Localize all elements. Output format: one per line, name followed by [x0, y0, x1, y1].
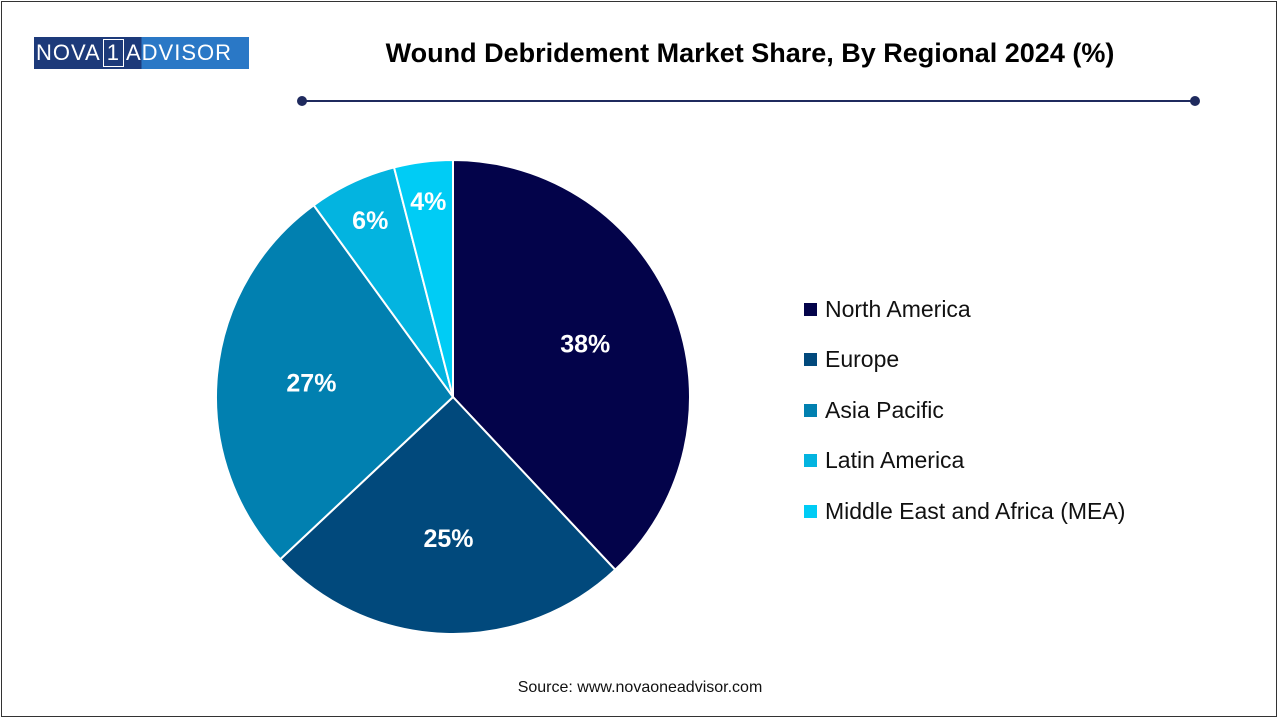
legend-swatch — [804, 302, 817, 316]
logo: NOVA 1 ADVISOR — [34, 37, 249, 69]
legend-item: Europe — [804, 335, 1125, 386]
divider-dot — [1190, 96, 1200, 106]
title-divider — [302, 100, 1196, 102]
legend-label: Middle East and Africa (MEA) — [825, 497, 1126, 524]
legend-label: Latin America — [825, 447, 965, 474]
legend-item: Middle East and Africa (MEA) — [804, 486, 1125, 537]
legend-swatch — [804, 403, 817, 417]
legend: North America Europe Asia Pacific Latin Ame… — [804, 284, 1125, 537]
pie-slice-europe — [278, 395, 617, 635]
logo-text: 1 — [102, 39, 124, 67]
divider-dot — [297, 96, 307, 106]
data-label: 27% — [286, 370, 336, 398]
logo-text: NOVA — [36, 40, 101, 65]
legend-swatch — [804, 353, 817, 367]
pie-slice-middle-east-and-africa-mea — [392, 158, 454, 398]
data-label: 25% — [424, 525, 474, 553]
data-label: 6% — [352, 207, 388, 235]
pie-slice-asia-pacific — [215, 203, 455, 561]
legend-label: Asia Pacific — [825, 396, 944, 423]
legend-label: North America — [825, 295, 971, 322]
logo-text: ADVISOR — [125, 40, 232, 65]
legend-label: Europe — [825, 346, 900, 373]
pie-slice-north-america — [452, 158, 691, 572]
source-note: Source: www.novaoneadvisor.com — [517, 679, 763, 696]
legend-swatch — [804, 454, 817, 468]
chart-title: Wound Debridement Market Share, By Regio… — [385, 38, 1115, 68]
data-label: 4% — [410, 188, 446, 216]
legend-item: Latin America — [804, 436, 1125, 487]
legend-swatch — [804, 504, 817, 518]
data-label: 38% — [560, 331, 610, 359]
legend-item: Asia Pacific — [804, 385, 1125, 436]
legend-item: North America — [804, 284, 1125, 335]
